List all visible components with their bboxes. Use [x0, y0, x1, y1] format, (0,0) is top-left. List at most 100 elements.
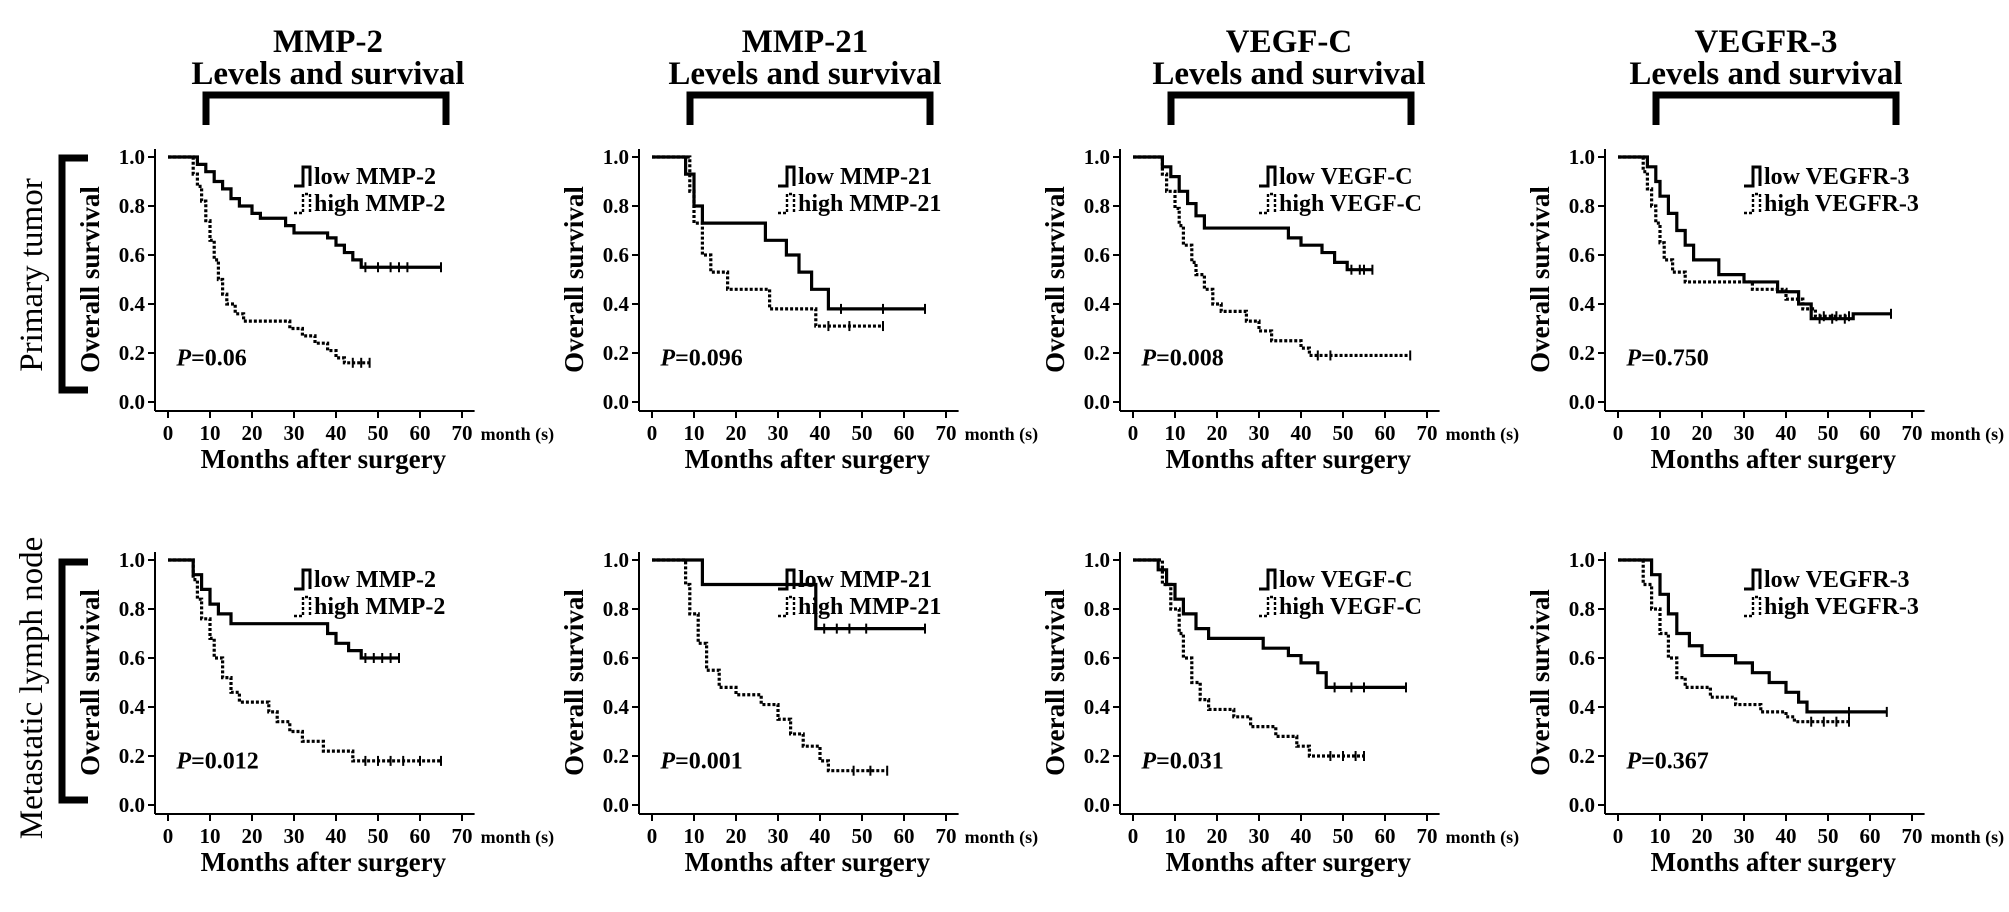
- x-tick-label: 50: [1333, 824, 1354, 848]
- low-series-line: [168, 558, 399, 660]
- x-tick-label: 30: [1249, 421, 1270, 445]
- x-tick-label: 70: [452, 824, 473, 848]
- p-value-label: P=0.008: [1140, 345, 1223, 371]
- x-axis-label: Months after surgery: [685, 847, 931, 877]
- legend-low-symbol: [1259, 165, 1277, 188]
- x-tick-label: 40: [1291, 824, 1312, 848]
- p-value-label: P=0.750: [1625, 345, 1708, 371]
- x-tick-label: 0: [1128, 824, 1139, 848]
- x-tick-label: 0: [1613, 824, 1624, 848]
- x-tick-label: 20: [1692, 824, 1713, 848]
- column-title-subtitle: Levels and survival: [191, 56, 464, 92]
- low-series-line: [652, 155, 925, 311]
- x-tick-label: 0: [163, 824, 174, 848]
- x-tick-label: 0: [163, 421, 174, 445]
- y-axis-label: Overall survival: [559, 589, 589, 776]
- x-axis-unit: month (s): [481, 424, 555, 445]
- y-tick-label: 0.0: [1569, 390, 1595, 414]
- y-tick-label: 0.8: [1084, 597, 1110, 621]
- x-axis-label: Months after surgery: [1651, 847, 1897, 877]
- x-tick-label: 30: [1734, 421, 1755, 445]
- survival-panel: 0.0 0.2 0.4 0.6 0.8 1.0 0 10 20 30 40 50 60 70 month (…: [1040, 145, 1519, 474]
- p-value: =0.008: [1156, 345, 1224, 371]
- x-tick-label: 70: [1417, 421, 1438, 445]
- x-tick-label: 30: [284, 421, 305, 445]
- y-tick-label: 0.0: [119, 390, 145, 414]
- y-tick-label: 0.6: [1569, 646, 1595, 670]
- x-axis-label: Months after surgery: [201, 444, 447, 474]
- y-tick-label: 0.8: [119, 597, 145, 621]
- x-tick-label: 10: [200, 421, 221, 445]
- x-axis-unit: month (s): [1446, 827, 1520, 848]
- x-tick-label: 40: [1776, 824, 1797, 848]
- x-axis-label: Months after surgery: [1166, 847, 1412, 877]
- x-tick-label: 10: [1650, 824, 1671, 848]
- y-tick-label: 0.6: [1084, 646, 1110, 670]
- x-axis-unit: month (s): [1446, 424, 1520, 445]
- column-title-marker: VEGFR-3: [1695, 24, 1838, 60]
- survival-panel: 0.0 0.2 0.4 0.6 0.8 1.0 0 10 20 30 40 50 60 70 month (…: [75, 145, 554, 474]
- x-tick-label: 30: [1249, 824, 1270, 848]
- x-tick-label: 30: [768, 421, 789, 445]
- p-value: =0.750: [1641, 345, 1709, 371]
- y-tick-label: 0.4: [603, 292, 630, 316]
- x-axis-unit: month (s): [965, 827, 1039, 848]
- x-tick-label: 70: [936, 421, 957, 445]
- y-tick-label: 0.8: [603, 194, 629, 218]
- column-title-marker: MMP-21: [742, 24, 868, 60]
- legend-low-symbol: [1744, 568, 1762, 591]
- y-tick-label: 0.2: [1084, 744, 1110, 768]
- y-tick-label: 0.4: [603, 695, 630, 719]
- y-tick-label: 0.0: [1569, 793, 1595, 817]
- x-tick-label: 0: [647, 421, 658, 445]
- x-tick-label: 50: [368, 421, 389, 445]
- legend-high-symbol: [1259, 192, 1277, 215]
- x-axis-label: Months after surgery: [685, 444, 931, 474]
- x-tick-label: 60: [1375, 421, 1396, 445]
- x-tick-label: 40: [326, 421, 347, 445]
- p-value-label: P=0.001: [659, 748, 742, 774]
- row-label: Primary tumor: [14, 178, 50, 371]
- p-value: =0.096: [675, 345, 743, 371]
- legend-high-symbol: [294, 595, 312, 618]
- x-tick-label: 70: [1902, 824, 1923, 848]
- legend-high-label: high MMP-21: [798, 191, 941, 217]
- y-tick-label: 0.8: [603, 597, 629, 621]
- row-label: Metastatic lymph node: [14, 537, 50, 839]
- legend-low-label: low MMP-21: [798, 567, 932, 593]
- x-tick-label: 10: [200, 824, 221, 848]
- x-tick-label: 70: [1417, 824, 1438, 848]
- y-tick-label: 1.0: [119, 548, 145, 572]
- high-series-line: [1133, 558, 1364, 758]
- low-series-line: [652, 558, 925, 631]
- legend-high-label: high VEGF-C: [1279, 594, 1422, 620]
- column-title-marker: VEGF-C: [1226, 24, 1353, 60]
- y-tick-label: 0.2: [119, 341, 145, 365]
- p-value: =0.031: [1156, 748, 1224, 774]
- legend-high-label: high MMP-2: [314, 594, 445, 620]
- legend-high-symbol: [778, 595, 796, 618]
- y-tick-label: 0.2: [1569, 341, 1595, 365]
- column-title-subtitle: Levels and survival: [1629, 56, 1902, 92]
- legend-low-label: low MMP-2: [314, 567, 436, 593]
- x-tick-label: 10: [1165, 824, 1186, 848]
- y-tick-label: 1.0: [1084, 548, 1110, 572]
- y-tick-label: 0.0: [1084, 793, 1110, 817]
- legend-low-symbol: [778, 568, 796, 591]
- x-tick-label: 40: [810, 421, 831, 445]
- p-value-label: P=0.012: [175, 748, 258, 774]
- x-tick-label: 40: [326, 824, 347, 848]
- x-axis-unit: month (s): [1931, 424, 2005, 445]
- low-series-line: [1133, 155, 1373, 272]
- x-axis-unit: month (s): [481, 827, 555, 848]
- p-value: =0.001: [675, 748, 743, 774]
- x-tick-label: 50: [1818, 824, 1839, 848]
- x-tick-label: 70: [452, 421, 473, 445]
- column-title-subtitle: Levels and survival: [668, 56, 941, 92]
- x-tick-label: 20: [726, 824, 747, 848]
- y-tick-label: 0.2: [1084, 341, 1110, 365]
- y-tick-label: 0.6: [603, 243, 629, 267]
- survival-panel: 0.0 0.2 0.4 0.6 0.8 1.0 0 10 20 30 40 50 60 70 month (…: [1525, 548, 2004, 877]
- y-tick-label: 1.0: [119, 145, 145, 169]
- x-tick-label: 50: [852, 824, 873, 848]
